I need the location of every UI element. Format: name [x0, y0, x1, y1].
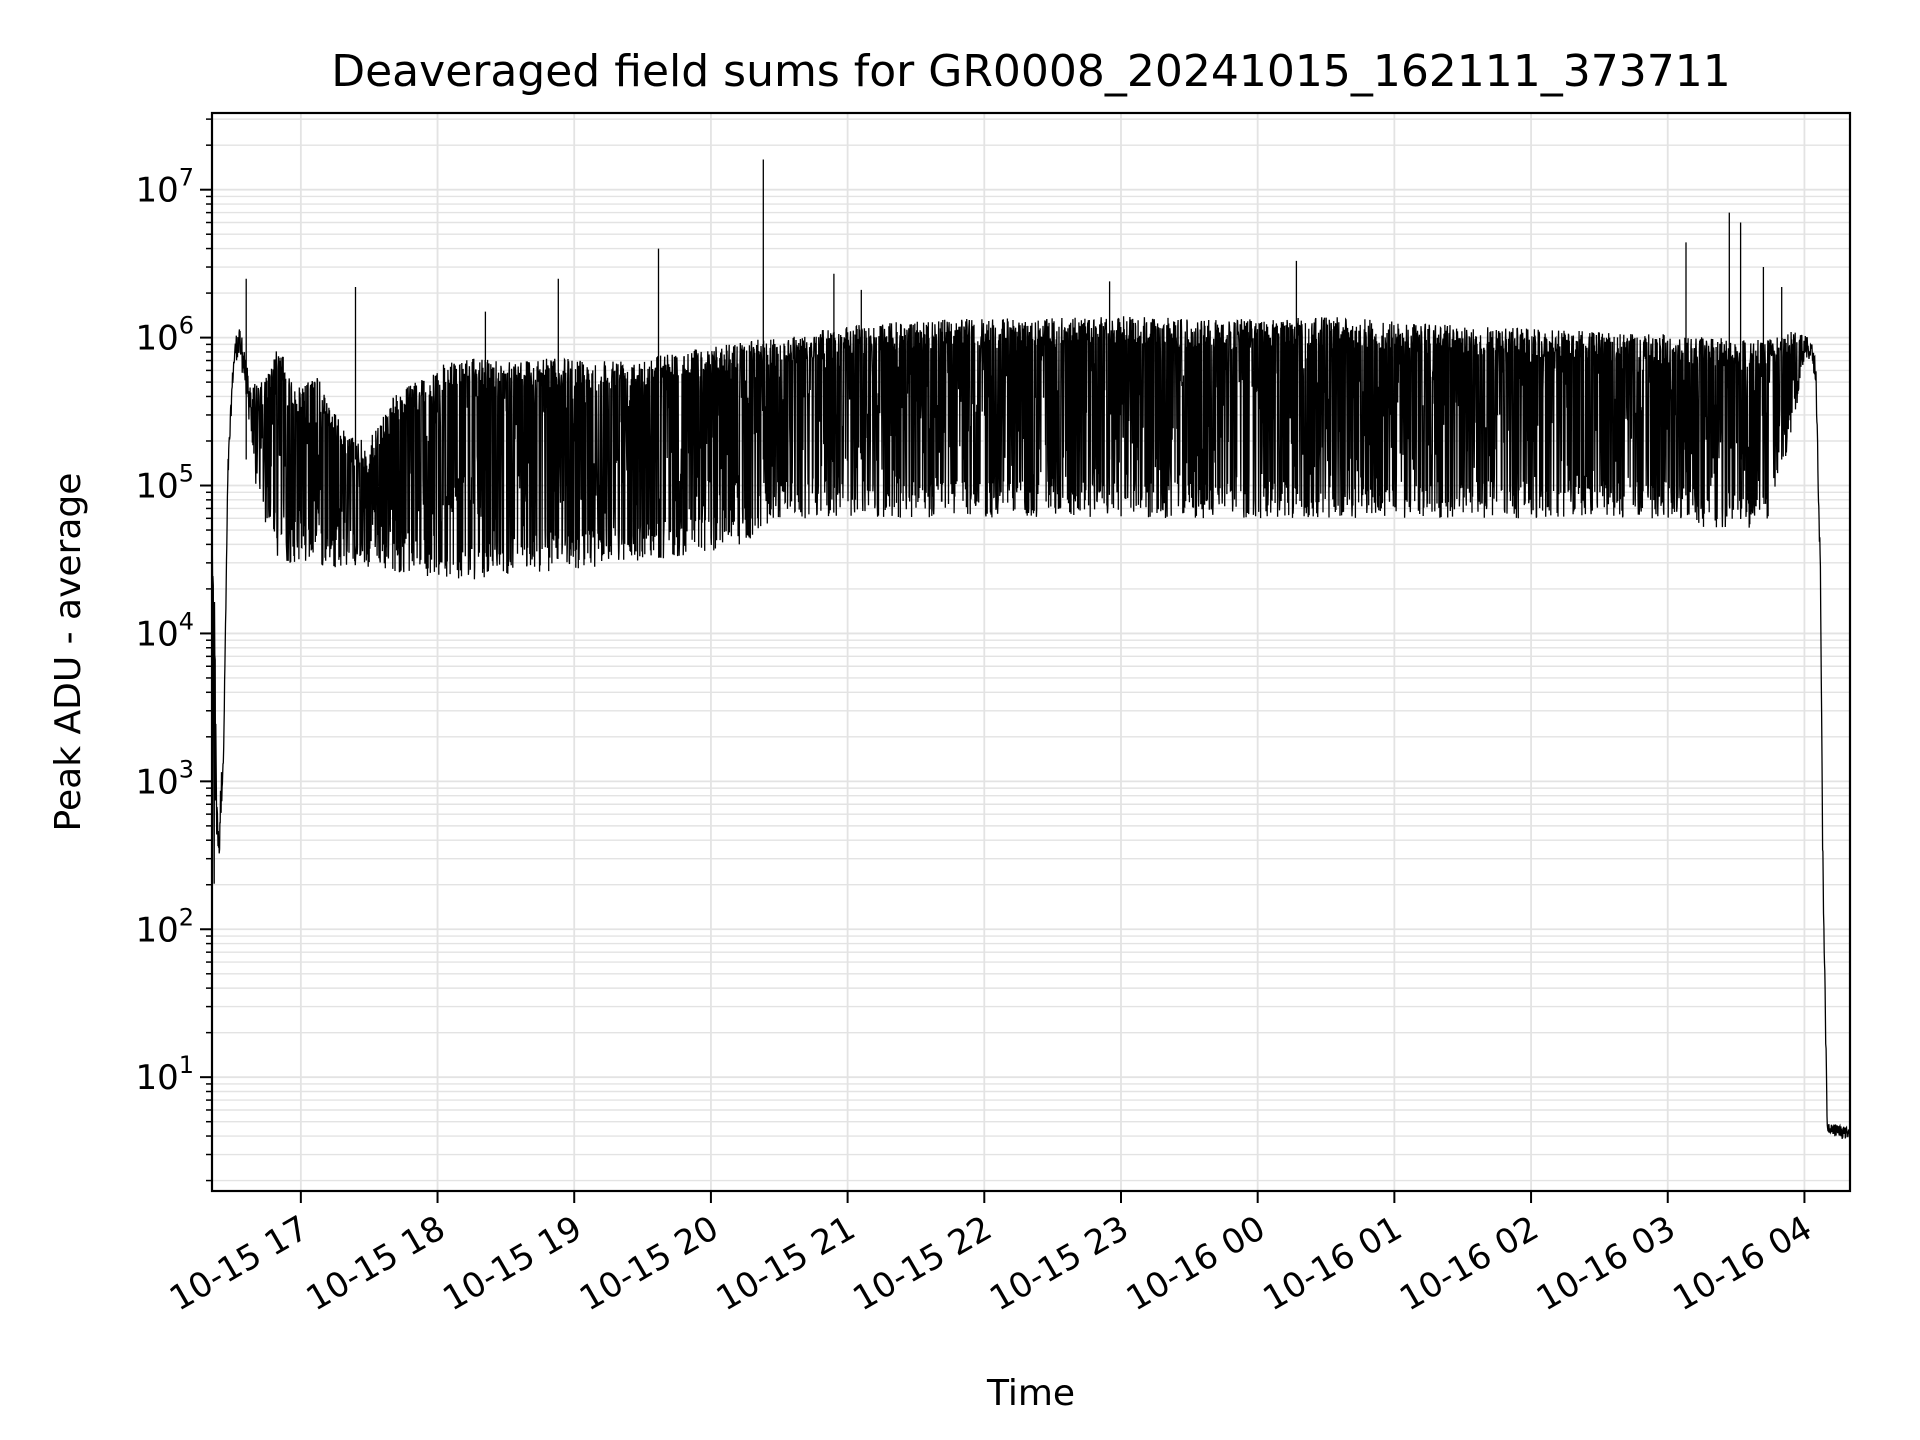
y-tick-label: 106: [135, 312, 194, 359]
x-axis-label: Time: [986, 1373, 1075, 1414]
y-axis-label: Peak ADU - average: [48, 473, 89, 832]
plot-area-frame: [210, 111, 1852, 1193]
y-tick-label: 105: [135, 460, 194, 507]
y-tick-label: 101: [135, 1051, 194, 1098]
series-line: [211, 159, 1851, 1139]
y-tick-label: 104: [135, 607, 194, 654]
y-tick-label: 107: [135, 164, 194, 211]
y-tick-label: 102: [135, 903, 194, 950]
y-axis: 101 102 103 104 105 106 107: [135, 118, 212, 1182]
y-tick-label: 103: [135, 755, 194, 802]
chart-title: Deaveraged field sums for GR0008_2024101…: [331, 46, 1731, 97]
grid: [212, 113, 1850, 1191]
